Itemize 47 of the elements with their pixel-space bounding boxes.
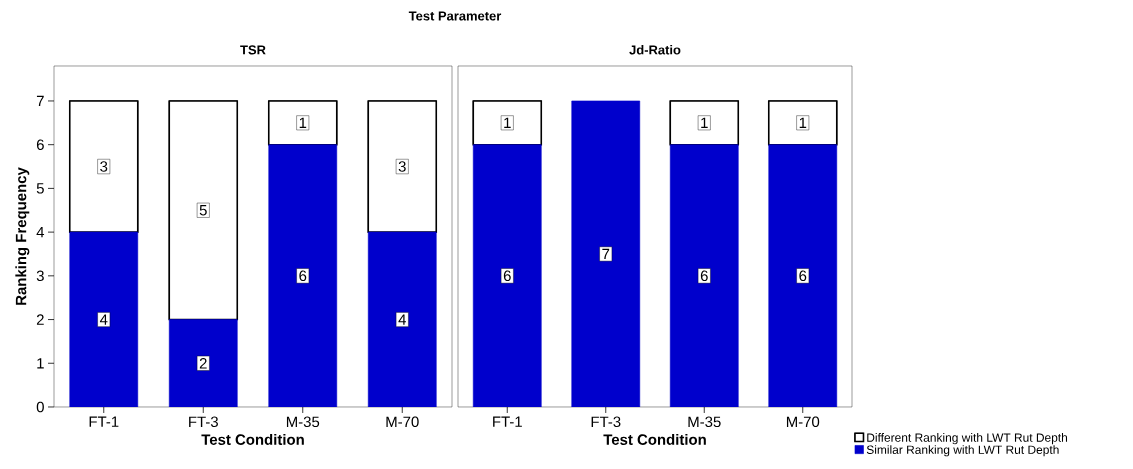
- chart-title: TSR: [240, 45, 266, 55]
- bar: [367, 100, 438, 233]
- x-tick-label: FT-1: [493, 416, 522, 427]
- data-label: 2: [199, 358, 207, 369]
- data-label: 6: [700, 270, 708, 282]
- y-tick-label: 2: [36, 314, 44, 325]
- text: Test Parameter: [408, 11, 502, 21]
- data-label: 1: [701, 117, 708, 128]
- y-axis-title: Ranking Frequency: [15, 167, 30, 305]
- bar: [168, 100, 239, 321]
- x-axis-title: Test Condition: [201, 433, 304, 445]
- data-label: 1: [504, 117, 511, 128]
- x-tick-label: FT-1: [89, 416, 119, 427]
- y-tick-label: 7: [36, 95, 44, 107]
- data-label: 4: [99, 314, 108, 325]
- x-tick-label: FT-3: [591, 416, 621, 428]
- data-label: 4: [398, 314, 406, 325]
- data-label: 6: [799, 270, 807, 282]
- y-tick-label: 4: [36, 226, 45, 238]
- data-label: 3: [100, 161, 108, 172]
- data-label: 3: [398, 161, 406, 172]
- bar: [69, 231, 139, 407]
- chart-title: Jd-Ratio: [629, 44, 681, 55]
- y-tick-label: 6: [36, 139, 44, 150]
- legend-label: Different Ranking with LWT Rut Depth: [867, 433, 1068, 445]
- y-tick-label: 3: [36, 270, 44, 282]
- x-tick-label: FT-3: [189, 416, 218, 428]
- x-tick-label: M-35: [688, 416, 721, 428]
- x-tick-label: M-70: [786, 416, 820, 428]
- x-tick-label: M-70: [386, 416, 419, 428]
- bar: [367, 231, 437, 407]
- y-tick-label: 0: [36, 401, 44, 413]
- bar: [168, 319, 238, 407]
- x-axis-title: Test Condition: [603, 433, 706, 445]
- bar: [267, 100, 338, 146]
- data-label: 1: [299, 117, 307, 128]
- y-tick-label: 1: [37, 358, 44, 369]
- data-label: 1: [799, 117, 807, 128]
- bar: [68, 100, 139, 233]
- data-label: 6: [299, 270, 307, 282]
- data-label: 5: [199, 205, 207, 216]
- y-tick-label: 5: [36, 183, 44, 194]
- data-label: 7: [602, 248, 610, 260]
- bar: [268, 144, 338, 407]
- data-label: 6: [503, 270, 511, 282]
- x-tick-label: M-35: [286, 416, 320, 428]
- legend-label: Similar Ranking with LWT Rut Depth: [866, 445, 1059, 457]
